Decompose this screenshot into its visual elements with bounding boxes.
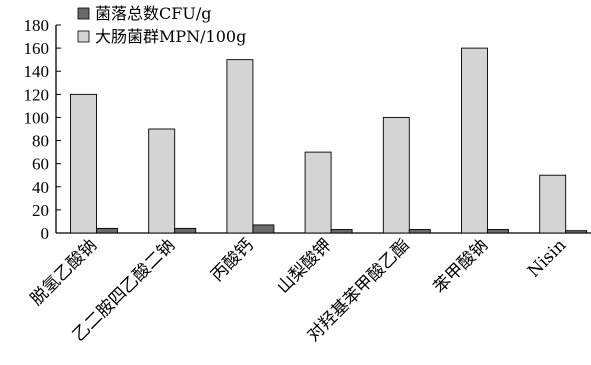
- x-category-label: Nisin: [524, 235, 570, 281]
- bar-coliform: [70, 93, 97, 234]
- y-tick-label: 0: [41, 224, 50, 243]
- bar-total-count: [252, 224, 275, 234]
- legend-swatch-coliform: [77, 30, 90, 43]
- x-category-label: 山梨酸钾: [273, 235, 335, 297]
- bar-total-count: [96, 227, 118, 234]
- bar-total-count: [174, 227, 197, 234]
- y-tick-label: 140: [24, 62, 50, 81]
- bar-total-count: [408, 229, 431, 234]
- y-axis-ticks: 0 20 40 60 80 100 120 140 160 180: [24, 16, 61, 243]
- y-tick-label: 160: [24, 39, 50, 58]
- bar-coliform: [382, 116, 410, 234]
- y-tick-label: 60: [32, 155, 49, 174]
- legend-label-coliform: 大肠菌群MPN/100g: [95, 27, 246, 46]
- bar-coliform: [226, 59, 254, 234]
- x-category-label: 丙酸钙: [207, 235, 257, 285]
- y-tick-label: 80: [32, 132, 49, 151]
- y-tick-label: 180: [24, 16, 50, 35]
- x-category-label: 脱氢乙酸钠: [27, 235, 101, 309]
- x-category-label: 苯甲酸钠: [430, 235, 492, 297]
- legend-swatch-total-count: [77, 7, 90, 20]
- legend: 菌落总数CFU/g 大肠菌群MPN/100g: [77, 4, 246, 46]
- bar-total-count: [487, 229, 509, 234]
- y-tick-label: 120: [24, 85, 50, 104]
- y-tick-label: 20: [32, 201, 49, 220]
- bars: [70, 47, 588, 234]
- y-tick-label: 40: [32, 178, 49, 197]
- bar-total-count: [565, 230, 588, 234]
- bar-coliform: [539, 174, 567, 234]
- y-tick-label: 100: [24, 108, 50, 127]
- legend-label-total-count: 菌落总数CFU/g: [95, 4, 211, 23]
- bar-coliform: [461, 47, 488, 234]
- bar-total-count: [330, 229, 353, 234]
- bar-coliform: [148, 128, 176, 234]
- bar-coliform: [304, 151, 332, 234]
